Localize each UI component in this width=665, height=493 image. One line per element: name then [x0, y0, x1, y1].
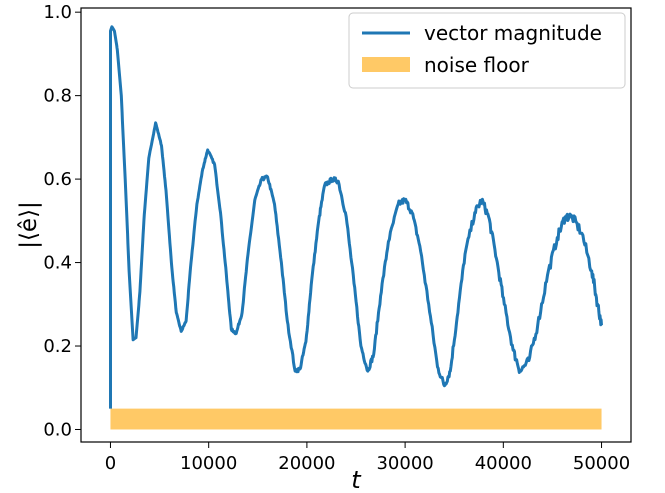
noise-floor-band — [110, 408, 602, 430]
legend-swatch-fill — [362, 57, 410, 72]
legend-label-fill: noise floor — [424, 53, 530, 77]
y-tick-label: 0.8 — [43, 86, 72, 107]
x-tick-label: 10000 — [180, 453, 237, 474]
x-axis: 0 10000 20000 30000 40000 50000 — [105, 442, 630, 474]
y-tick-label: 0.2 — [43, 336, 72, 357]
series-line-vector-magnitude — [109, 25, 603, 409]
y-tick-label: 0.4 — [43, 253, 72, 274]
legend: vector magnitude noise floor — [348, 12, 626, 89]
legend-frame — [348, 12, 626, 89]
y-tick-label: 1.0 — [43, 2, 72, 23]
plot-marks — [109, 25, 603, 430]
x-tick-label: 40000 — [475, 453, 532, 474]
x-tick-label: 20000 — [278, 453, 335, 474]
legend-label-line: vector magnitude — [424, 21, 602, 45]
x-tick-label: 50000 — [573, 453, 630, 474]
y-axis-label: |⟨ê⟩| — [16, 201, 42, 249]
x-tick-label: 30000 — [376, 453, 433, 474]
x-tick-label: 0 — [105, 453, 116, 474]
x-axis-label: t — [351, 466, 362, 493]
plot-frame — [80, 7, 632, 443]
y-tick-label: 0.6 — [43, 169, 72, 190]
y-axis: 0.0 0.2 0.4 0.6 0.8 1.0 — [43, 2, 81, 440]
y-tick-label: 0.0 — [43, 419, 72, 440]
